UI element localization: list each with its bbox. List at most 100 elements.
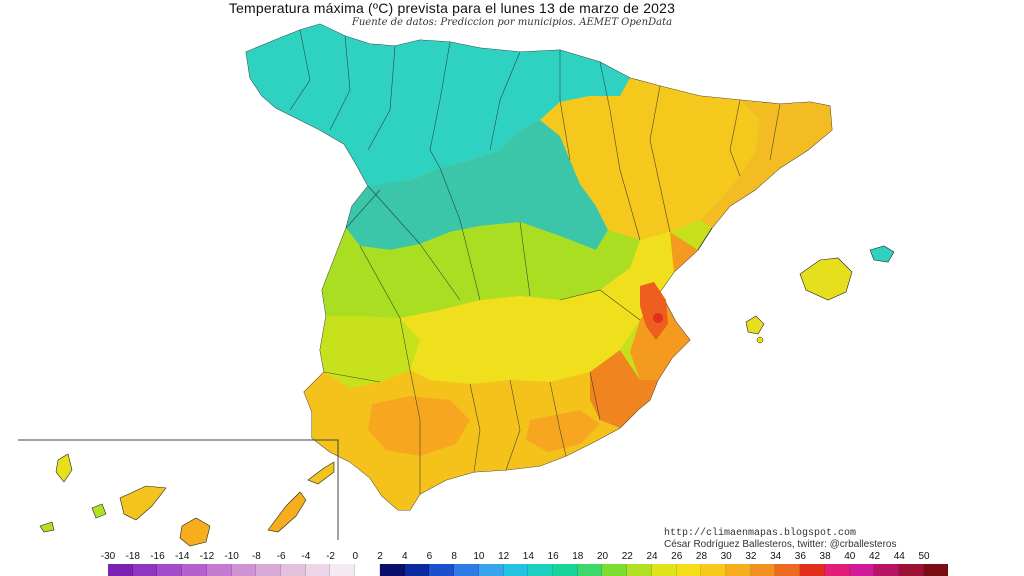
legend-tick-label: -18	[125, 551, 140, 562]
legend-swatch	[602, 564, 628, 576]
island-lanzarote	[307, 461, 335, 485]
legend-tick-label: -8	[251, 551, 261, 562]
legend-swatch	[874, 564, 899, 576]
legend-swatch	[305, 564, 331, 576]
legend-swatch	[800, 564, 825, 576]
legend-swatch	[330, 564, 356, 576]
legend-tick-label: 16	[547, 551, 559, 562]
region-murcia	[590, 350, 658, 428]
legend-swatch	[132, 564, 158, 576]
legend-swatch	[824, 564, 850, 576]
island-formentera	[756, 336, 764, 344]
legend-tick-label: 28	[695, 551, 708, 562]
legend-tick-label: 10	[473, 551, 485, 562]
legend-swatch	[775, 564, 801, 576]
legend-tick-label: 26	[671, 551, 683, 562]
legend-tick-label: 12	[498, 551, 510, 562]
island-menorca	[869, 245, 895, 263]
island-mallorca	[799, 257, 853, 301]
legend-swatch	[404, 564, 430, 576]
legend-swatch	[206, 564, 232, 576]
legend-tick-label: -16	[150, 551, 165, 562]
canarias-inset-border	[18, 439, 339, 540]
legend-tick-labels: -30 -18 -16 -14 -12 -10 -8 -6 -4 -2 0 2 4 6 8 10 12 14 16 1…	[0, 551, 1024, 565]
region-galicia-cantabrico	[246, 24, 630, 190]
legend-swatch	[478, 564, 504, 576]
legend-swatch	[577, 564, 603, 576]
island-el-hierro	[39, 521, 55, 533]
legend-tick-label: 4	[401, 551, 408, 562]
region-cataluna	[700, 100, 832, 228]
legend-swatch	[429, 564, 455, 576]
island-gran-canaria	[179, 517, 211, 547]
legend-tick-label: 36	[794, 551, 806, 562]
legend-tick-label: 14	[522, 551, 534, 562]
map-title: Temperatura máxima (ºC) prevista para el…	[228, 0, 676, 16]
region-valencia-hot	[640, 282, 668, 340]
legend-tick-label: 20	[596, 551, 609, 562]
legend-tick-label: 30	[720, 551, 732, 562]
region-extremadura	[320, 316, 420, 388]
legend-tick-label: 18	[572, 551, 584, 562]
legend-tick-label: 42	[868, 551, 881, 562]
legend-swatch	[231, 564, 257, 576]
legend-swatch	[923, 564, 949, 576]
legend-swatch	[725, 564, 751, 576]
legend-swatch	[355, 564, 380, 576]
legend-swatch	[849, 564, 875, 576]
legend-tick-label: -4	[301, 551, 311, 562]
legend-tick-label: 44	[893, 551, 905, 562]
legend-tick-label: 38	[819, 551, 831, 562]
legend-tick-label: -2	[326, 551, 335, 562]
island-fuerteventura	[267, 491, 307, 533]
island-ibiza	[745, 315, 765, 335]
legend-swatch	[528, 564, 553, 576]
region-centro	[322, 222, 640, 318]
credit-blog: http://climaenmapas.blogspot.com	[664, 528, 857, 539]
island-la-gomera	[91, 503, 107, 519]
legend-swatch	[701, 564, 726, 576]
legend-tick-label: -10	[224, 551, 239, 562]
region-meseta-norte	[346, 120, 608, 250]
legend-swatch	[503, 564, 529, 576]
legend-tick-label: -30	[100, 551, 116, 562]
legend-tick-label: 6	[426, 551, 433, 562]
legend-swatch	[899, 564, 924, 576]
legend-tick-label: 22	[621, 551, 633, 562]
legend-tick-label: 24	[646, 551, 658, 562]
island-la-palma	[55, 453, 73, 483]
legend-tick-label: 0	[352, 551, 359, 562]
legend-tick-label: 50	[918, 551, 930, 562]
region-guadalquivir	[368, 396, 470, 456]
legend-swatch	[750, 564, 776, 576]
legend-swatch	[281, 564, 306, 576]
legend-swatch	[676, 564, 702, 576]
region-mancha	[400, 232, 674, 384]
legend-tick-label: -12	[199, 551, 215, 562]
legend-swatch	[256, 564, 282, 576]
legend-swatch	[379, 564, 405, 576]
map-subtitle: Fuente de datos: Prediccion por municipi…	[351, 17, 673, 28]
legend-tick-label: 34	[770, 551, 782, 562]
legend-swatch	[108, 564, 133, 576]
legend-tick-label: 40	[844, 551, 856, 562]
legend-swatch	[552, 564, 578, 576]
legend-color-bar	[108, 564, 949, 576]
legend-swatch	[157, 564, 183, 576]
region-valle-ebro	[540, 78, 760, 240]
legend-tick-label: -6	[276, 551, 286, 562]
legend-tick-label: 32	[745, 551, 757, 562]
legend-swatch	[182, 564, 207, 576]
legend-tick-label: -14	[174, 551, 190, 562]
credit-author: César Rodríguez Ballesteros, twitter: @c…	[664, 539, 897, 550]
legend-swatch	[627, 564, 652, 576]
legend-swatch	[454, 564, 479, 576]
province-borders	[289, 29, 781, 494]
legend-tick-label: 8	[451, 551, 457, 562]
legend-swatch	[651, 564, 677, 576]
legend-tick-label: 2	[377, 551, 383, 562]
island-tenerife	[119, 485, 167, 521]
region-granada-hot	[526, 410, 600, 452]
hot-spot	[653, 313, 663, 323]
